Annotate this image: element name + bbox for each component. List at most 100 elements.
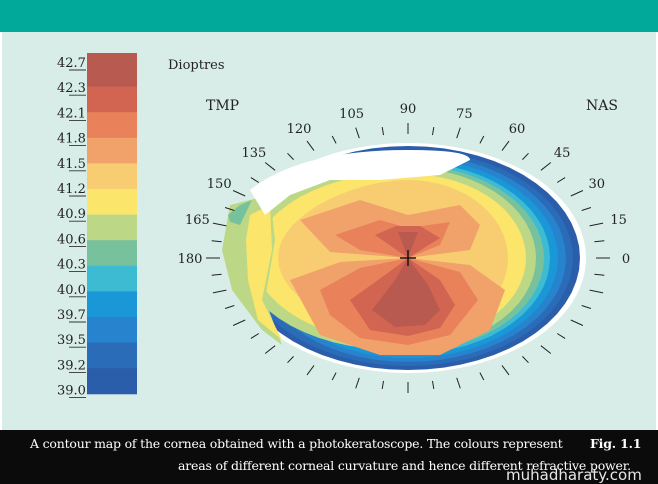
angle-label: 150 (207, 177, 232, 192)
angle-tick (479, 372, 485, 381)
angle-tick (589, 222, 604, 227)
angle-label: 180 (178, 252, 203, 267)
temporal-label: TMP (206, 98, 239, 114)
legend-swatch (87, 61, 137, 88)
angle-tick (479, 135, 485, 144)
angle-tick (355, 127, 360, 139)
angle-tick (432, 127, 435, 136)
legend-value: 41.2 (57, 182, 86, 197)
angle-tick (381, 127, 384, 136)
angle-tick (556, 333, 566, 339)
angle-tick (250, 333, 260, 339)
angle-tick (540, 162, 552, 171)
legend-value: 40.6 (57, 232, 86, 247)
unit-label: Dioptres (168, 58, 225, 73)
angle-tick (594, 240, 605, 243)
angle-tick (540, 345, 552, 354)
legend-value: 41.5 (57, 157, 86, 172)
center-crosshair (400, 250, 416, 266)
angle-tick (306, 140, 315, 151)
angle-tick (501, 140, 510, 151)
legend-value: 40.3 (57, 258, 86, 273)
angle-tick (331, 372, 337, 381)
angle-tick (570, 190, 584, 197)
angle-label: 30 (589, 177, 606, 192)
angle-tick (287, 152, 294, 160)
angle-ticks (206, 123, 610, 393)
legend-cap (87, 53, 137, 61)
angle-label: 45 (554, 146, 571, 161)
angle-label: 15 (610, 213, 627, 228)
angle-tick (212, 222, 227, 227)
angle-label: 120 (287, 122, 312, 137)
angle-tick (432, 380, 435, 389)
legend-swatch (87, 342, 137, 369)
legend-value: 41.8 (57, 132, 86, 147)
angle-tick (355, 377, 360, 389)
legend-swatch (87, 214, 137, 241)
angle-tick (232, 319, 246, 326)
legend-value: 42.3 (57, 81, 86, 96)
corneal-contour-map (222, 143, 586, 373)
angle-labels: 0 15 30 45 60 75 90 105 120 135 150 165 180 (178, 102, 631, 267)
angle-tick (381, 380, 384, 389)
angle-tick (287, 356, 294, 364)
legend-value: 40.9 (57, 207, 86, 222)
angle-tick (594, 273, 605, 276)
angle-tick (581, 305, 592, 309)
nasal-label: NAS (586, 98, 618, 114)
angle-tick (212, 289, 227, 294)
angle-label: 90 (400, 102, 417, 117)
angle-tick (556, 177, 566, 183)
unmeasured-region (250, 150, 470, 215)
legend-value: 39.5 (57, 333, 86, 348)
caption-line-2: areas of different corneal curvature and… (178, 458, 631, 473)
angle-tick (224, 305, 235, 309)
figure-caption: A contour map of the cornea obtained wit… (0, 430, 658, 484)
angle-tick (306, 365, 315, 376)
angle-tick (522, 152, 529, 160)
angle-tick (232, 190, 246, 197)
angle-label: 105 (339, 107, 364, 122)
title-bar (0, 0, 658, 32)
legend-swatch (87, 86, 137, 113)
angle-tick (589, 289, 604, 294)
contour-band (372, 258, 440, 327)
legend-swatch (87, 137, 137, 164)
angle-label: 0 (622, 252, 630, 267)
legend-value: 39.0 (57, 384, 86, 399)
angle-label: 60 (509, 122, 526, 137)
angle-tick (331, 135, 337, 144)
angle-tick (224, 207, 235, 211)
legend-value: 39.7 (57, 308, 86, 323)
contour-band (398, 232, 418, 258)
angle-label: 165 (185, 213, 210, 228)
legend-swatch (87, 240, 137, 267)
angle-tick (211, 240, 222, 243)
legend-swatch (87, 163, 137, 190)
angle-label: 135 (241, 146, 266, 161)
contour-band (246, 205, 282, 340)
legend-swatch (87, 265, 137, 292)
legend-value: 39.2 (57, 358, 86, 373)
angle-tick (522, 356, 529, 364)
legend-swatch (87, 291, 137, 318)
legend-value: 42.7 (57, 56, 86, 71)
angle-tick (456, 377, 461, 389)
angle-tick (211, 273, 222, 276)
angle-tick (456, 127, 461, 139)
caption-line-1: A contour map of the cornea obtained wit… (30, 436, 563, 451)
angle-tick (250, 177, 260, 183)
legend-swatch (87, 317, 137, 344)
legend-swatch (87, 112, 137, 139)
angle-tick (581, 207, 592, 211)
legend-swatch (87, 189, 137, 216)
contour-band (228, 200, 252, 225)
legend-swatch (87, 368, 137, 395)
watermark: muhadharaty.com (506, 466, 642, 484)
angle-label: 75 (456, 107, 473, 122)
angle-tick (264, 162, 276, 171)
angle-tick (264, 345, 276, 354)
